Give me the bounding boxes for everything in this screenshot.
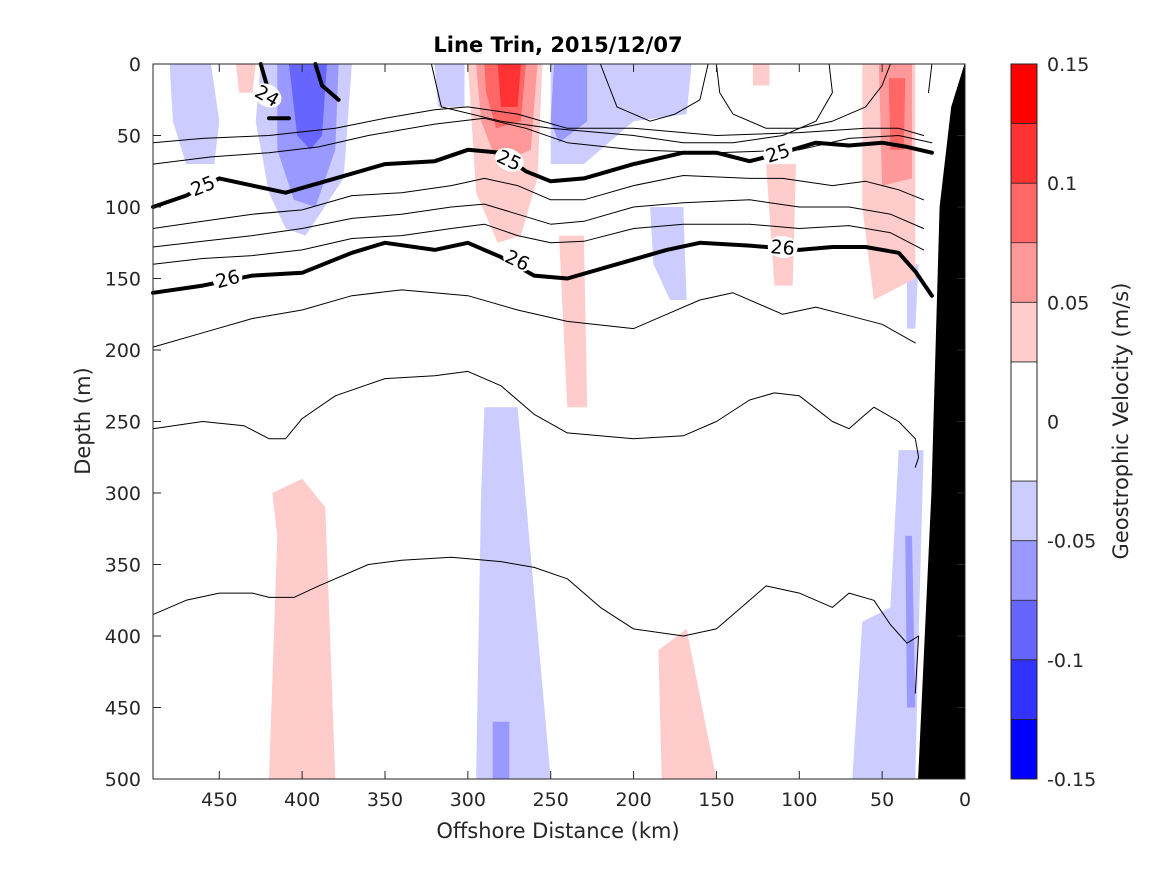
x-tick-label: 250: [533, 789, 569, 811]
x-tick-label: 300: [450, 789, 486, 811]
x-tick-label: 400: [284, 789, 320, 811]
colorbar-band: [1011, 302, 1037, 362]
colorbar-band: [1011, 64, 1037, 124]
y-axis: 0 50 100 150 200 250 300 350 400 450 500: [105, 54, 965, 791]
y-tick-label: 400: [105, 626, 141, 648]
colorbar-band: [1011, 123, 1037, 184]
colorbar-band: [1011, 540, 1037, 601]
colorbar-band: [1011, 659, 1037, 720]
colorbar-band: [1011, 719, 1037, 779]
chart-title: Line Trin, 2015/12/07: [433, 33, 682, 57]
colorbar-tick-label: 0.05: [1047, 292, 1089, 314]
y-tick-label: 350: [105, 555, 141, 577]
isopycnal-thin: [430, 63, 833, 144]
y-tick-label: 500: [105, 769, 141, 791]
x-tick-label: 450: [201, 789, 237, 811]
velocity-patch: [288, 64, 327, 150]
x-tick-label: 150: [698, 789, 734, 811]
isopycnal-thin: [599, 63, 709, 122]
colorbar-tick-label: 0.1: [1047, 173, 1077, 195]
y-tick-label: 150: [105, 269, 141, 291]
isopycnal-thin: [928, 63, 933, 94]
y-tick-label: 50: [117, 126, 141, 148]
velocity-patch: [492, 721, 510, 779]
x-tick-label: 0: [959, 789, 971, 811]
y-tick-label: 200: [105, 340, 141, 362]
contour-label: 26: [770, 236, 796, 260]
contour-label-bg: [503, 248, 532, 272]
colorbar-tick-label: 0: [1047, 412, 1059, 434]
colorbar-label: Geostrophic Velocity (m/s): [1109, 283, 1133, 560]
colorbar-tick-label: -0.05: [1047, 531, 1096, 553]
isopycnal-bold: [313, 62, 341, 102]
contour-label-bg: [494, 147, 524, 172]
isopycnal-thin: [152, 106, 925, 144]
velocity-patch: [752, 64, 770, 86]
velocity-patch: [888, 78, 906, 150]
velocity-patch: [650, 207, 687, 300]
colorbar: 0.15 0.1 0.05 0 -0.05 -0.1 -0.15: [1010, 54, 1096, 791]
contour-label-bg: [188, 173, 218, 198]
isopycnal-thin: [152, 199, 925, 248]
isopycnal-thin: [152, 175, 925, 229]
y-tick-label: 300: [105, 483, 141, 505]
velocity-patch: [852, 450, 924, 779]
colorbar-band: [1011, 242, 1037, 303]
colorbar-band: [1011, 481, 1037, 541]
velocity-patch: [550, 64, 588, 143]
x-tick-label: 200: [615, 789, 651, 811]
isopycnal-thin: [152, 370, 920, 468]
colorbar-tick-label: 0.15: [1047, 54, 1089, 76]
y-tick-label: 450: [105, 698, 141, 720]
contour-label-bg: [763, 141, 793, 165]
colorbar-tick-label: -0.15: [1047, 769, 1096, 791]
velocity-patch: [497, 64, 521, 107]
isopycnal-bold: [151, 140, 934, 209]
y-axis-label: Depth (m): [71, 367, 95, 474]
x-tick-label: 100: [781, 789, 817, 811]
colorbar-band: [1011, 183, 1037, 243]
isopycnal-thin: [152, 289, 916, 348]
contour-label-bg: [212, 267, 243, 290]
velocity-patch: [658, 628, 717, 779]
x-tick-label: 350: [367, 789, 403, 811]
velocity-patch: [269, 478, 336, 779]
velocity-patch: [169, 64, 220, 165]
colorbar-band: [1011, 361, 1037, 482]
x-tick-label: 50: [870, 789, 894, 811]
velocity-patch: [434, 64, 465, 107]
y-tick-label: 0: [129, 54, 141, 76]
isopycnal-thin: [152, 223, 925, 265]
isopycnal-thin: [152, 556, 920, 694]
colorbar-frame: [1010, 63, 1038, 780]
contour-label-bg: [767, 236, 798, 259]
colorbar-tick-label: -0.1: [1047, 650, 1084, 672]
y-tick-label: 250: [105, 412, 141, 434]
velocity-patch: [905, 535, 916, 708]
x-axis: 450 400 350 300 250 200 150 100 50 0: [201, 64, 971, 811]
isopycnal-bold: [151, 240, 934, 298]
contour-label-bg: [253, 83, 282, 108]
x-axis-label: Offshore Distance (km): [436, 819, 679, 843]
colorbar-band: [1011, 600, 1037, 660]
isopycnal-thin: [715, 63, 891, 129]
velocity-patch: [476, 407, 551, 779]
velocity-patch: [235, 64, 256, 93]
y-tick-label: 100: [105, 197, 141, 219]
